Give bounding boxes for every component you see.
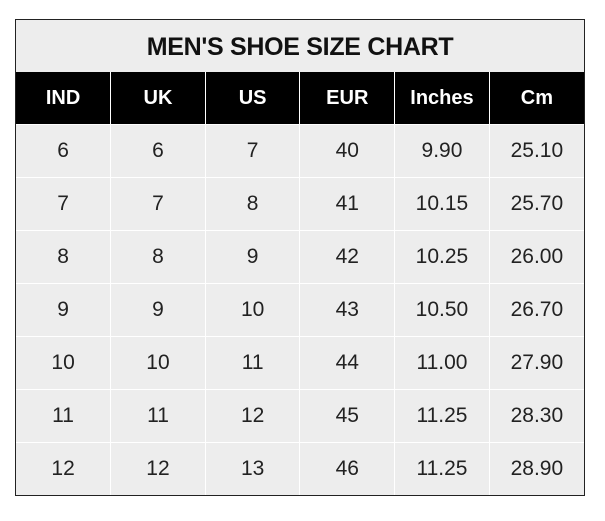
table-cell: 12: [110, 442, 206, 495]
table-cell: 26.00: [488, 230, 584, 284]
table-cell: 11.25: [394, 442, 490, 495]
table-cell: 9: [110, 283, 206, 337]
size-chart: MEN'S SHOE SIZE CHART IND UK US EUR Inches Cm…: [15, 19, 585, 496]
table-cell: 12: [16, 442, 112, 495]
table-cell: 8: [110, 230, 206, 284]
column-header: UK: [110, 72, 206, 125]
table-row: 8 8 9 42 10.25 26.00: [16, 230, 584, 284]
table-cell: 11: [16, 389, 112, 443]
table-cell: 6: [16, 124, 112, 178]
table-cell: 46: [299, 442, 396, 495]
column-header: EUR: [299, 72, 396, 125]
table-cell: 26.70: [488, 283, 584, 337]
table-cell: 10.25: [394, 230, 490, 284]
table-cell: 44: [299, 336, 396, 390]
table-row: 11 11 12 45 11.25 28.30: [16, 389, 584, 443]
table-cell: 10.50: [394, 283, 490, 337]
table-cell: 40: [299, 124, 396, 178]
table-cell: 11: [110, 389, 206, 443]
table-row: 6 6 7 40 9.90 25.10: [16, 124, 584, 178]
table-row: 9 9 10 43 10.50 26.70: [16, 283, 584, 337]
table-cell: 13: [204, 442, 301, 495]
table-cell: 7: [204, 124, 301, 178]
chart-title: MEN'S SHOE SIZE CHART: [146, 33, 454, 61]
table-cell: 11.25: [394, 389, 490, 443]
table-cell: 28.90: [488, 442, 584, 495]
table-cell: 10: [204, 283, 301, 337]
table-cell: 12: [204, 389, 301, 443]
table-row: 7 7 8 41 10.15 25.70: [16, 177, 584, 231]
table-cell: 10: [16, 336, 112, 390]
column-header: Cm: [488, 72, 584, 125]
table-cell: 28.30: [488, 389, 584, 443]
table-cell: 43: [299, 283, 396, 337]
table-cell: 7: [16, 177, 112, 231]
table-cell: 10: [110, 336, 206, 390]
table-cell: 27.90: [488, 336, 584, 390]
table-cell: 25.70: [488, 177, 584, 231]
table-cell: 9: [204, 230, 301, 284]
header-row: IND UK US EUR Inches Cm: [16, 72, 584, 125]
table-cell: 11: [204, 336, 301, 390]
column-header: IND: [16, 72, 112, 125]
table-cell: 42: [299, 230, 396, 284]
column-header: Inches: [394, 72, 490, 125]
table-cell: 6: [110, 124, 206, 178]
table-cell: 41: [299, 177, 396, 231]
table-cell: 8: [204, 177, 301, 231]
table-cell: 25.10: [488, 124, 584, 178]
table-cell: 45: [299, 389, 396, 443]
table-row: 12 12 13 46 11.25 28.90: [16, 442, 584, 495]
table-cell: 7: [110, 177, 206, 231]
table-cell: 11.00: [394, 336, 490, 390]
size-table: IND UK US EUR Inches Cm 6 6 7 40 9.90 25.10 7 7 8 41 10…: [16, 72, 584, 495]
table-cell: 9: [16, 283, 112, 337]
table-cell: 10.15: [394, 177, 490, 231]
table-cell: 8: [16, 230, 112, 284]
column-header: US: [204, 72, 301, 125]
table-cell: 9.90: [394, 124, 490, 178]
table-row: 10 10 11 44 11.00 27.90: [16, 336, 584, 390]
